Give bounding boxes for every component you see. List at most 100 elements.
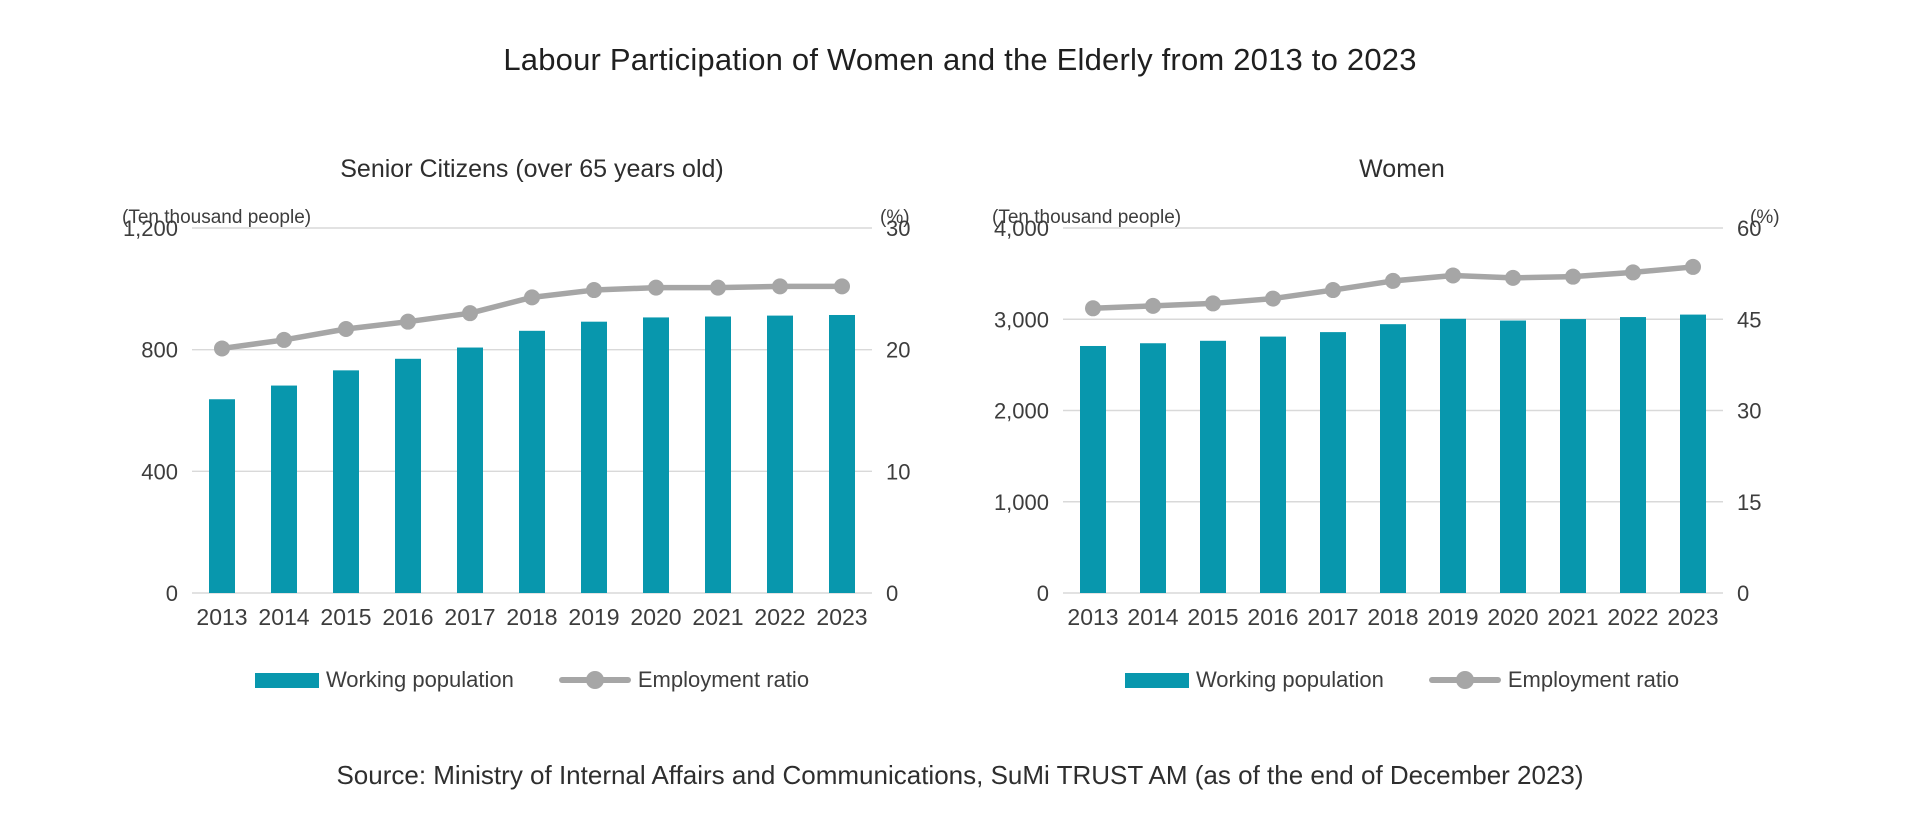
x-axis-tick-label: 2023 [816,604,867,630]
x-axis-tick-label: 2018 [1367,604,1418,630]
left-axis-tick-label: 0 [166,581,178,606]
line-point-2013 [214,340,230,357]
line-point-2022 [772,278,788,295]
x-axis-tick-label: 2023 [1667,604,1718,630]
right-axis-tick-label: 20 [886,338,910,363]
line-dot-icon [1455,671,1474,689]
right-axis-tick-label: 45 [1737,307,1761,332]
x-axis-tick-label: 2016 [382,604,433,630]
x-axis-tick-label: 2014 [258,604,309,630]
line-point-2021 [710,279,726,296]
bar-2017 [457,347,483,593]
left-axis-tick-label: 800 [141,338,178,363]
line-point-2014 [1145,297,1161,314]
bar-2013 [1080,345,1106,593]
x-axis-tick-label: 2022 [1607,604,1658,630]
x-axis-tick-label: 2016 [1247,604,1298,630]
x-axis-tick-label: 2015 [320,604,371,630]
bar-2019 [581,321,607,593]
bar-2021 [705,316,731,593]
x-axis-tick-label: 2017 [444,604,495,630]
bar-2022 [767,315,793,593]
x-axis-tick-label: 2022 [754,604,805,630]
x-axis-tick-label: 2013 [196,604,247,630]
right-axis-tick-label: 30 [886,216,910,241]
chart-legend: Working population Employment ratio [192,667,872,693]
bar-2015 [333,370,359,593]
x-axis-tick-label: 2019 [1427,604,1478,630]
women-plot: 0 0 1,000 15 2,000 30 3,000 45 4,000 60 2013 2014 20… [994,216,1762,630]
bar-2022 [1620,317,1646,593]
page-title: Labour Participation of Women and the El… [503,42,1417,77]
x-axis-tick-label: 2013 [1067,604,1118,630]
bar-2023 [829,314,855,593]
line-point-2017 [462,305,478,322]
left-axis-unit-label: (Ten thousand people) [992,207,1182,228]
x-axis-tick-label: 2014 [1127,604,1178,630]
legend-item-working-population: Working population [1124,667,1384,693]
legend-label: Employment ratio [637,667,810,692]
left-axis-tick-label: 1,200 [123,216,178,241]
x-axis-tick-label: 2018 [506,604,557,630]
bar-2013 [209,399,235,593]
left-axis-tick-label: 2,000 [994,399,1049,424]
left-axis-tick-label: 1,000 [994,490,1049,515]
line-point-2013 [1085,300,1101,317]
legend-item-working-population: Working population [254,667,514,693]
bar-2015 [1200,340,1226,593]
left-axis-tick-label: 400 [141,459,178,484]
line-point-2015 [1205,295,1221,312]
legend-label: Employment ratio [1507,667,1680,692]
line-point-2020 [1505,269,1521,286]
line-point-2017 [1325,282,1341,299]
chart-title: Women [1359,155,1445,183]
line-point-2019 [1445,267,1461,284]
x-axis-tick-label: 2020 [630,604,681,630]
right-axis-unit-label: (%) [880,207,910,228]
right-axis-tick-label: 0 [1737,581,1749,606]
right-axis-tick-label: 0 [886,581,898,606]
bar-2018 [519,330,545,593]
bar-2014 [1140,343,1166,593]
x-axis-tick-label: 2021 [692,604,743,630]
line-point-2019 [586,282,602,299]
bar-2018 [1380,324,1406,593]
right-axis-tick-label: 10 [886,459,910,484]
chart-women: Women (Ten thousand people) (%) 0 0 1,000 1… [975,115,1805,740]
bar-2020 [643,317,669,593]
left-axis-unit-label: (Ten thousand people) [122,207,312,228]
source-note: Source: Ministry of Internal Affairs and… [336,760,1584,790]
bar-2020 [1500,320,1526,593]
bar-2017 [1320,332,1346,593]
senior-citizens-plot: 0 0 400 10 800 20 1,200 30 2013 2014 2015 2016 2017 2… [123,216,911,630]
line-dot-icon [585,671,604,689]
x-axis-tick-label: 2017 [1307,604,1358,630]
working-population-swatch-icon [1124,672,1189,688]
right-axis-tick-label: 60 [1737,216,1761,241]
bar-2019 [1440,318,1466,593]
chart-legend: Working population Employment ratio [1062,667,1742,693]
right-axis-tick-label: 30 [1737,399,1761,424]
legend-item-employment-ratio: Employment ratio [1428,667,1680,693]
right-axis-unit-label: (%) [1750,207,1780,228]
bar-2014 [271,385,297,593]
line-point-2018 [524,289,540,306]
line-point-2018 [1385,272,1401,289]
right-axis-tick-label: 15 [1737,490,1761,515]
bar-2016 [1260,336,1286,593]
x-axis-tick-label: 2021 [1547,604,1598,630]
line-point-2020 [648,279,664,296]
left-axis-tick-label: 0 [1037,581,1049,606]
legend-item-employment-ratio: Employment ratio [558,667,810,693]
chart-title: Senior Citizens (over 65 years old) [340,155,724,183]
left-axis-tick-label: 4,000 [994,216,1049,241]
x-axis-tick-label: 2015 [1187,604,1238,630]
x-axis-tick-label: 2019 [568,604,619,630]
bar-2023 [1680,314,1706,593]
bar-2016 [395,358,421,593]
line-point-2016 [1265,290,1281,307]
employment-ratio-swatch-icon [1428,671,1501,689]
line-point-2015 [338,320,354,337]
employment-ratio-swatch-icon [558,671,631,689]
